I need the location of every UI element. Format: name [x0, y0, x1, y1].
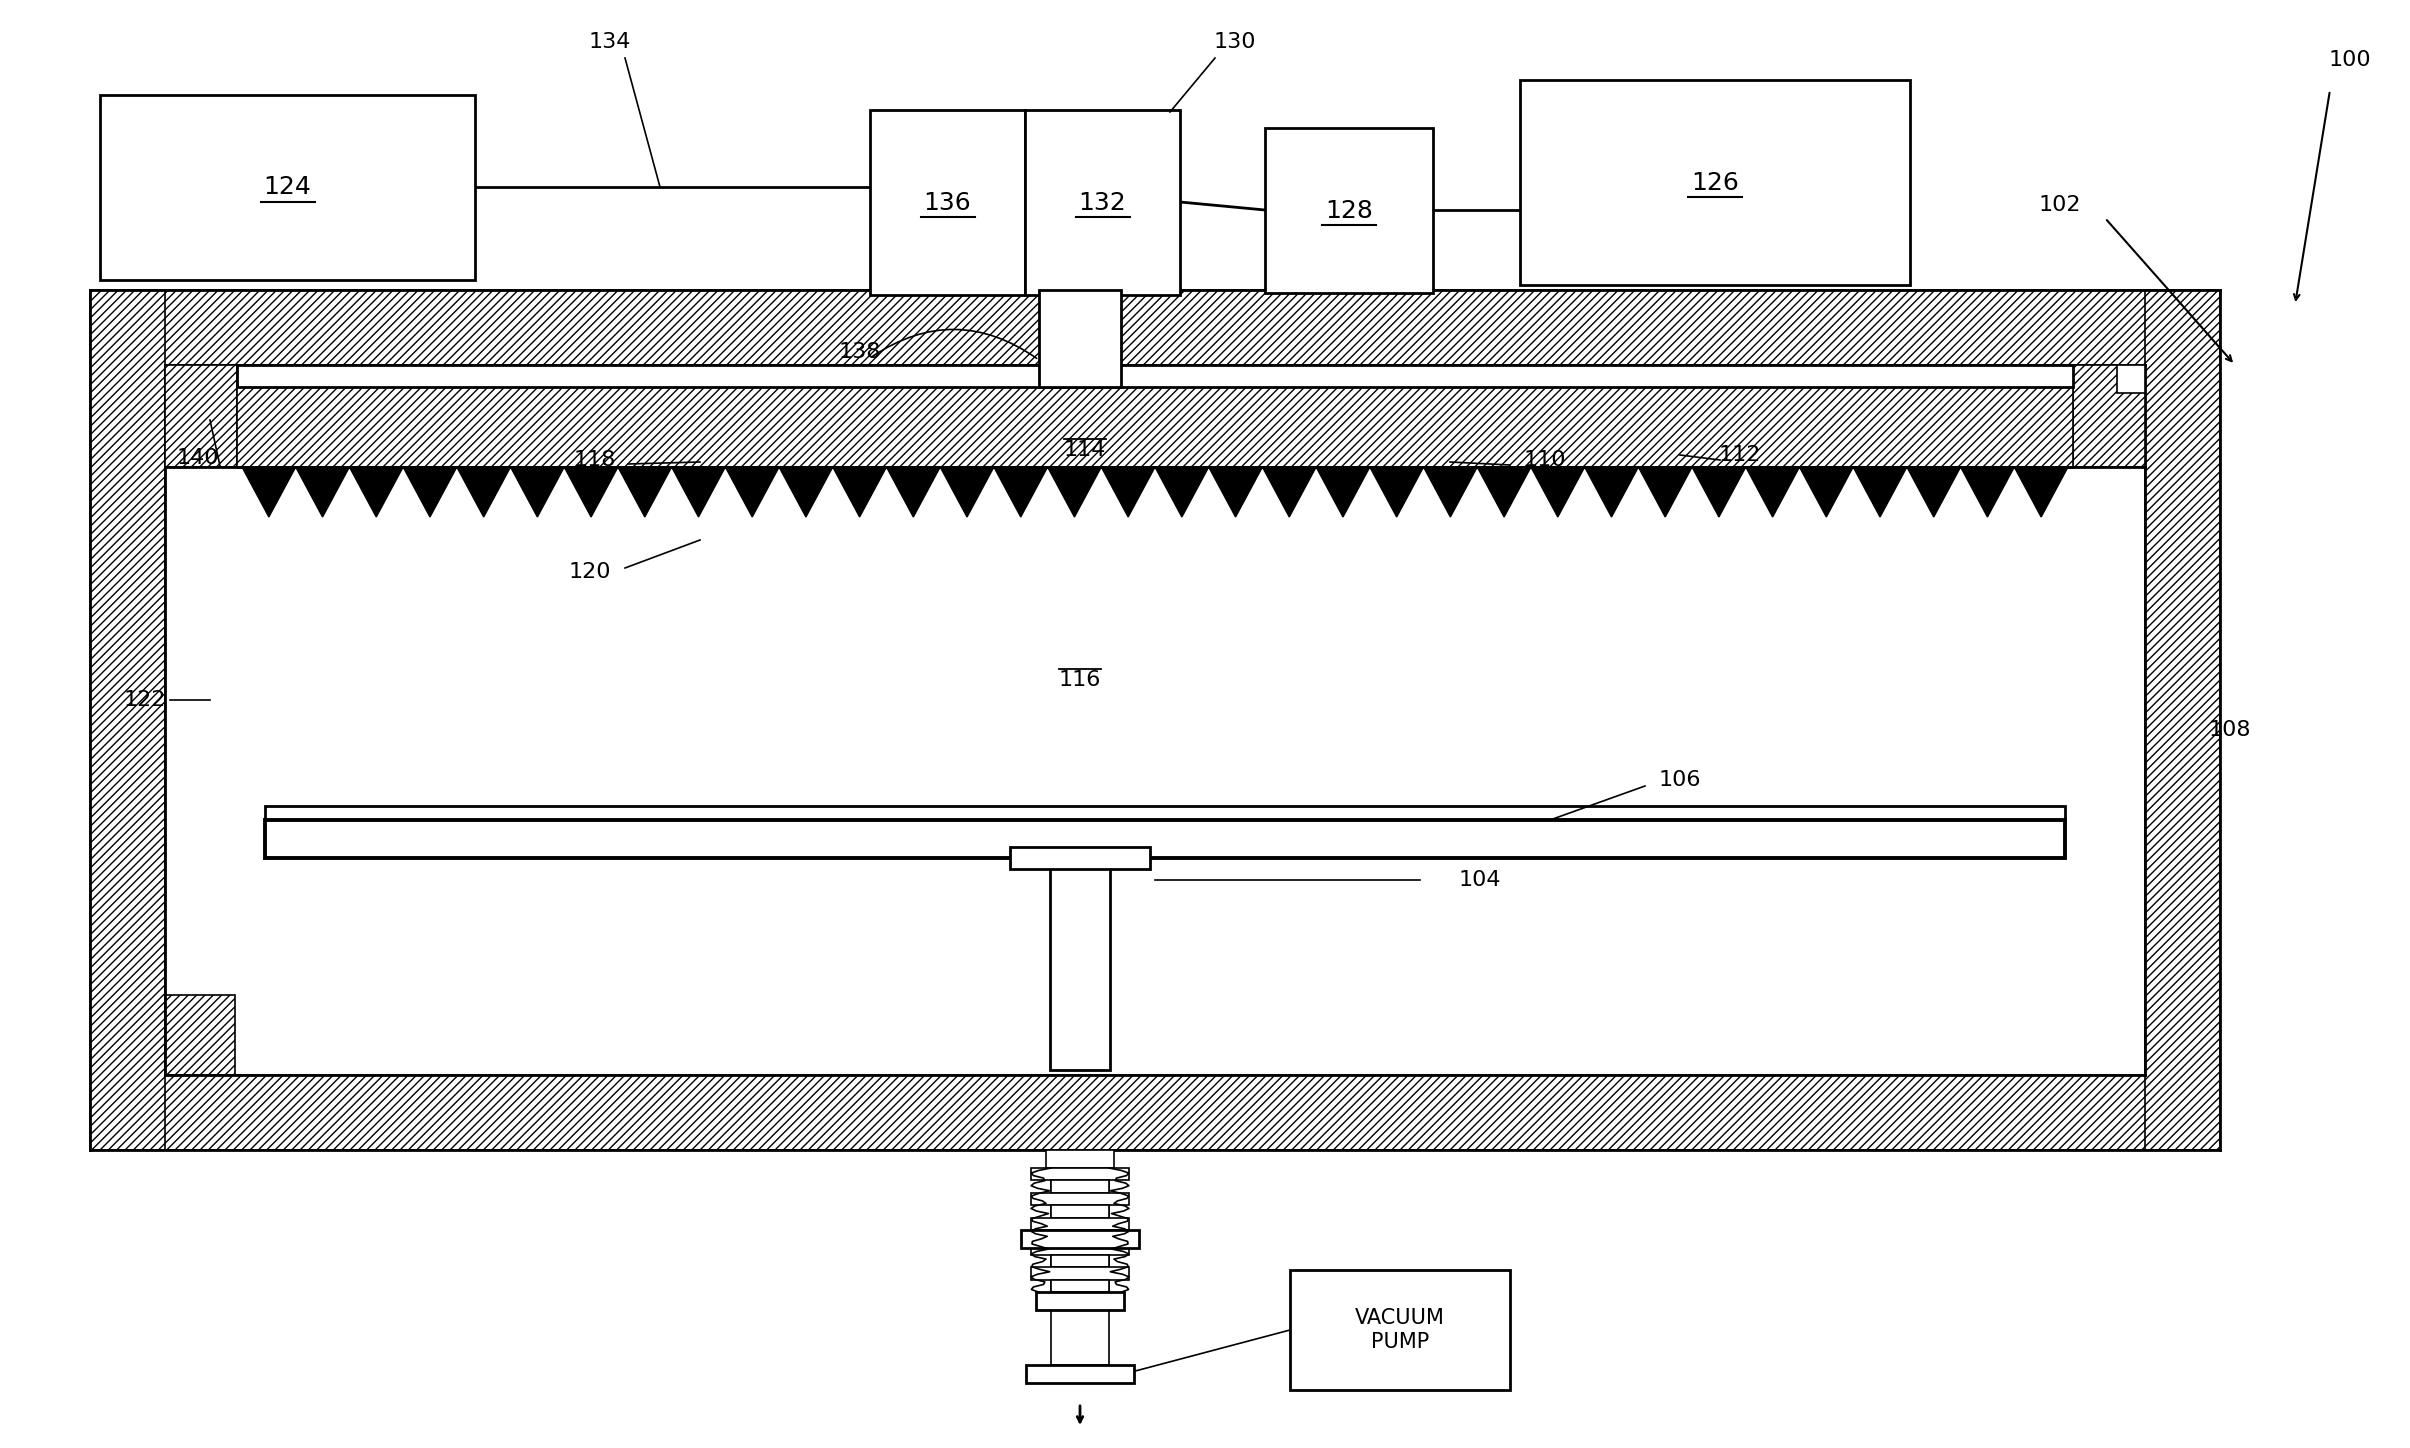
Bar [1051, 1150, 1109, 1310]
Bar [89, 290, 2220, 365]
Bar [1051, 1310, 1109, 1365]
Bar [1031, 1193, 1128, 1205]
Bar [1289, 1270, 1511, 1390]
Bar [164, 365, 236, 468]
Polygon shape [993, 468, 1048, 517]
Bar [1051, 1255, 1109, 1267]
Bar [1031, 1242, 1128, 1255]
Bar [1031, 1169, 1128, 1180]
Bar [1051, 859, 1111, 1070]
Bar [236, 387, 2073, 468]
Bar [1051, 1180, 1109, 1193]
Text: 120: 120 [569, 562, 612, 582]
Bar [2145, 290, 2220, 1150]
Text: 102: 102 [2039, 195, 2082, 214]
Text: 100: 100 [2328, 51, 2371, 70]
Polygon shape [2015, 468, 2068, 517]
Polygon shape [1210, 468, 1263, 517]
Bar [1010, 847, 1150, 869]
Bar [870, 110, 1024, 295]
Polygon shape [725, 468, 778, 517]
Polygon shape [511, 468, 564, 517]
Bar [1051, 1205, 1109, 1218]
Text: 114: 114 [1063, 440, 1106, 460]
Text: 112: 112 [1718, 445, 1762, 465]
Polygon shape [564, 468, 617, 517]
Text: 134: 134 [588, 32, 631, 52]
Bar [164, 365, 2145, 1074]
Polygon shape [296, 468, 349, 517]
Polygon shape [241, 468, 296, 517]
Polygon shape [1586, 468, 1639, 517]
Text: 140: 140 [176, 447, 219, 468]
Polygon shape [349, 468, 402, 517]
Text: 136: 136 [923, 191, 971, 214]
Bar [164, 995, 236, 1074]
Text: VACUUM
PUMP: VACUUM PUMP [1354, 1309, 1446, 1351]
Text: 108: 108 [2208, 720, 2251, 740]
Polygon shape [1906, 468, 1962, 517]
Bar [265, 807, 2065, 820]
Polygon shape [778, 468, 834, 517]
Polygon shape [617, 468, 672, 517]
Polygon shape [1530, 468, 1586, 517]
Polygon shape [1962, 468, 2015, 517]
Bar [236, 365, 2073, 387]
Polygon shape [1101, 468, 1154, 517]
Bar [1051, 1280, 1109, 1292]
Bar [2116, 365, 2145, 392]
Text: 122: 122 [123, 691, 166, 710]
Bar [265, 820, 2065, 859]
Bar [1027, 1365, 1135, 1383]
Bar [1039, 290, 1121, 387]
Polygon shape [1853, 468, 1906, 517]
Text: 138: 138 [839, 342, 882, 362]
Bar [1031, 1218, 1128, 1229]
Text: 130: 130 [1215, 32, 1256, 52]
Bar [1024, 110, 1181, 295]
Bar [99, 96, 475, 279]
Polygon shape [1048, 468, 1101, 517]
Polygon shape [458, 468, 511, 517]
Text: 116: 116 [1058, 670, 1101, 691]
Polygon shape [1745, 468, 1800, 517]
Text: 104: 104 [1458, 870, 1501, 891]
Polygon shape [402, 468, 458, 517]
Text: 106: 106 [1658, 770, 1701, 791]
Bar [1036, 1292, 1123, 1310]
Text: 126: 126 [1692, 171, 1740, 194]
Polygon shape [834, 468, 887, 517]
Polygon shape [1800, 468, 1853, 517]
Bar [1031, 1267, 1128, 1280]
Polygon shape [1263, 468, 1316, 517]
Bar [1265, 127, 1434, 292]
Polygon shape [1639, 468, 1692, 517]
Polygon shape [672, 468, 725, 517]
Polygon shape [887, 468, 940, 517]
Text: 128: 128 [1326, 198, 1374, 223]
Bar [2073, 365, 2145, 468]
Polygon shape [1316, 468, 1369, 517]
Bar [1051, 1229, 1109, 1242]
Polygon shape [940, 468, 993, 517]
Text: 110: 110 [1523, 450, 1567, 471]
Bar [89, 1074, 2220, 1150]
Bar [1046, 1150, 1113, 1169]
Text: 118: 118 [574, 450, 617, 471]
Polygon shape [1424, 468, 1477, 517]
Polygon shape [1369, 468, 1424, 517]
Bar [89, 290, 164, 1150]
Polygon shape [1692, 468, 1745, 517]
Text: 132: 132 [1080, 191, 1125, 214]
Bar [1022, 1229, 1140, 1248]
Text: 124: 124 [263, 175, 311, 200]
Bar [1521, 80, 1911, 285]
Polygon shape [1477, 468, 1530, 517]
Polygon shape [1154, 468, 1210, 517]
